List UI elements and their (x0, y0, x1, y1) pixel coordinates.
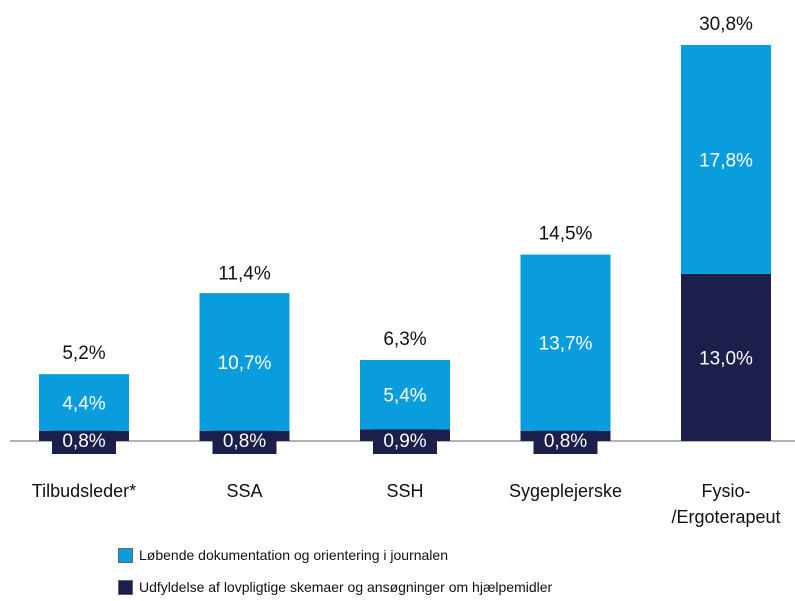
legend-item: Udfyldelse af lovpligtige skemaer og ans… (118, 579, 552, 595)
total-label: 11,4% (218, 263, 271, 284)
bar-segment (681, 273, 771, 441)
bar-segment (360, 360, 450, 430)
legend-label: Løbende dokumentation og orientering i j… (139, 547, 448, 563)
total-label: 5,2% (62, 343, 105, 364)
bar-segment (681, 45, 771, 274)
legend-swatch (118, 579, 133, 595)
total-label: 6,3% (383, 329, 426, 350)
data-label: 13,0% (699, 348, 753, 369)
x-tick-label: Sygeplejerske (508, 481, 623, 501)
data-label: 5,4% (383, 386, 426, 407)
bar-segment (39, 374, 129, 431)
x-tick-label: Tilbudsleder* (31, 481, 137, 501)
label-box (533, 428, 598, 454)
data-label: 0,8% (544, 431, 587, 452)
x-tick-label: SSH (386, 481, 424, 501)
total-label: 14,5% (539, 224, 593, 245)
bar-segment (520, 254, 611, 431)
label-box (52, 428, 116, 454)
data-label: 13,7% (539, 334, 593, 355)
data-label: 0,8% (62, 431, 105, 452)
x-tick-label: Fysio- /Ergoterapeut (671, 481, 781, 527)
legend-swatch (118, 547, 133, 563)
data-label: 4,4% (62, 393, 105, 414)
data-label: 10,7% (218, 353, 272, 374)
legend-item: Løbende dokumentation og orientering i j… (118, 547, 448, 563)
label-box (373, 428, 437, 454)
bar-segment (199, 293, 290, 431)
x-tick-label: SSA (226, 481, 263, 501)
total-label: 30,8% (699, 14, 753, 35)
legend-label: Udfyldelse af lovpligtige skemaer og ans… (139, 579, 553, 595)
label-box (212, 428, 277, 454)
data-label: 17,8% (699, 150, 753, 171)
data-label: 0,8% (223, 431, 266, 452)
data-label: 0,9% (383, 431, 426, 452)
